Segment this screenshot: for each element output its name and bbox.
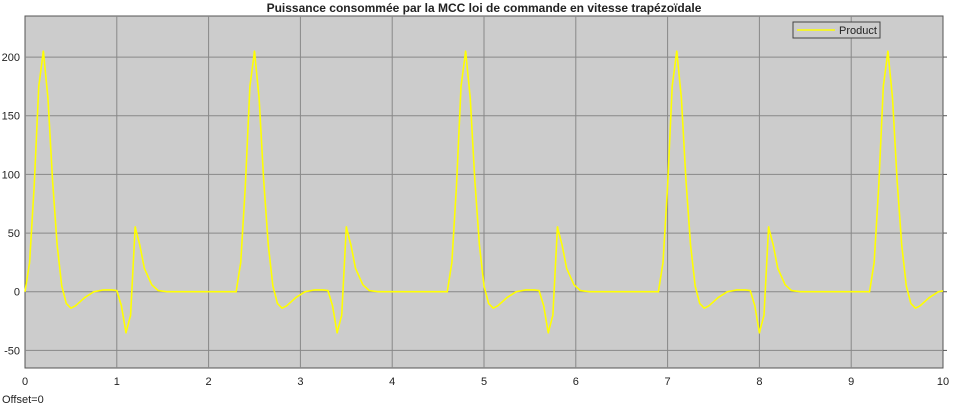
y-tick-label: 200 <box>2 52 20 64</box>
x-tick-label: 9 <box>848 376 854 388</box>
y-tick-label: 50 <box>8 228 20 240</box>
legend-entry-product: Product <box>839 25 877 37</box>
x-tick-label: 7 <box>665 376 671 388</box>
y-tick-label: 100 <box>2 169 20 181</box>
x-tick-label: 6 <box>573 376 579 388</box>
y-tick-label: 150 <box>2 111 20 123</box>
legend-box <box>792 21 881 39</box>
y-tick-label: -50 <box>4 345 20 357</box>
x-tick-label: 8 <box>756 376 762 388</box>
offset-label: Offset=0 <box>2 394 44 406</box>
grid <box>25 16 947 368</box>
x-tick-label: 10 <box>937 376 949 388</box>
x-tick-label: 1 <box>114 376 120 388</box>
y-tick-label: 0 <box>14 287 20 299</box>
x-tick-label: 0 <box>22 376 28 388</box>
x-tick-label: 2 <box>206 376 212 388</box>
tick-labels: 0 1 2 3 4 5 6 7 8 9 10 -50 0 50 100 150 200 <box>2 52 949 388</box>
x-tick-label: 4 <box>389 376 395 388</box>
x-tick-label: 5 <box>481 376 487 388</box>
x-tick-label: 3 <box>297 376 303 388</box>
series-line-product <box>24 50 944 334</box>
legend: Product <box>792 21 881 39</box>
chart-title: Puissance consommée par la MCC loi de co… <box>267 1 702 15</box>
